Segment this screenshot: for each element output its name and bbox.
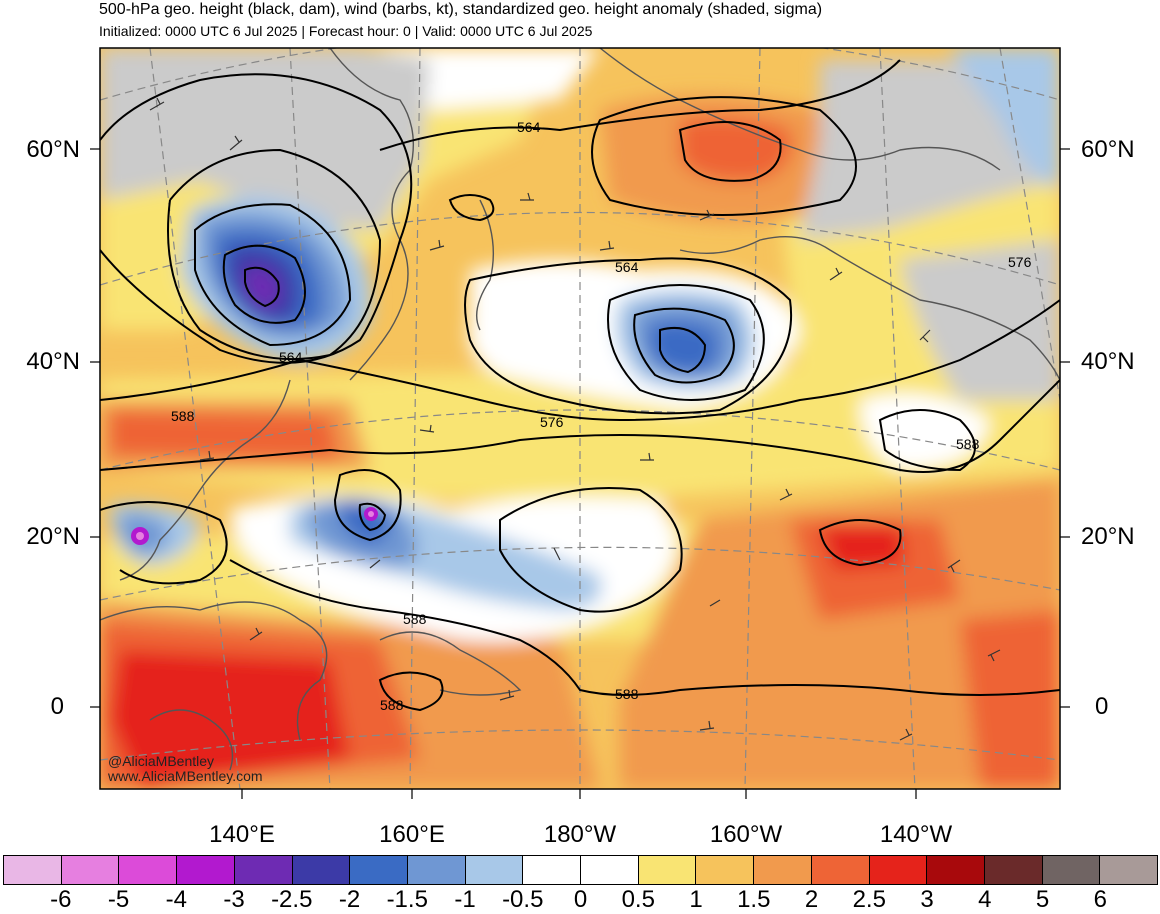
colorbar-swatch — [177, 856, 235, 884]
colorbar-label: 0.5 — [621, 886, 655, 913]
colorbar-label: -3 — [223, 886, 245, 913]
colorbar-swatch — [696, 856, 755, 884]
colorbar-swatch — [119, 856, 178, 884]
height-contours — [100, 59, 1060, 712]
contour-label: 588 — [615, 686, 639, 702]
colorbar-label: -6 — [50, 886, 72, 913]
lon-label-160e: 160°E — [379, 821, 445, 848]
colorbar-swatch — [1042, 856, 1101, 884]
map-title: 500-hPa geo. height (black, dam), wind (… — [99, 1, 823, 18]
colorbar-swatch — [1100, 856, 1158, 884]
lon-label-180w: 180°W — [543, 821, 617, 848]
colorbar-label: 3 — [920, 886, 934, 913]
credit-site: www.AliciaMBentley.com — [108, 768, 263, 784]
lon-label-160w: 160°W — [709, 821, 783, 848]
colorbar-label: 4 — [978, 886, 992, 913]
lat-label-left-60n: 60°N — [26, 136, 80, 163]
contour-label: 588 — [956, 436, 980, 452]
colorbar-swatch — [984, 856, 1043, 884]
colorbar-swatch — [4, 856, 62, 884]
colorbar-swatch — [407, 856, 466, 884]
colorbar-swatch — [927, 856, 985, 884]
lat-label-left-0: 0 — [50, 693, 64, 720]
colorbar-swatch — [869, 856, 928, 884]
coastlines — [100, 48, 1060, 771]
colorbar-label: -5 — [107, 886, 130, 913]
colorbar-swatch — [811, 856, 870, 884]
colorbar-swatch — [465, 856, 524, 884]
contour-label: 588 — [171, 408, 195, 424]
colorbar-label: -4 — [165, 886, 187, 913]
lon-label-140e: 140°E — [209, 821, 275, 848]
colorbar-swatch — [61, 856, 120, 884]
colorbar-swatch — [350, 856, 408, 884]
colorbar-label: 1 — [689, 886, 703, 913]
contour-label: 564 — [279, 349, 303, 365]
contour-label: 576 — [1008, 254, 1032, 270]
shaded-anomaly-field — [100, 48, 1060, 789]
colorbar-label: 2 — [804, 886, 819, 913]
colorbar-label: 1.5 — [737, 886, 771, 913]
lat-label-right-60n: 60°N — [1081, 136, 1135, 163]
colorbar-swatch — [638, 856, 697, 884]
lat-label-right-40n: 40°N — [1081, 348, 1135, 375]
lat-label-right-0: 0 — [1095, 693, 1109, 720]
colorbar-swatch — [234, 856, 293, 884]
colorbar-label: -1.5 — [386, 886, 428, 913]
colorbar-swatch — [292, 856, 351, 884]
axis-ticks — [90, 148, 1070, 799]
colorbar-label: 5 — [1035, 886, 1050, 913]
colorbar-label: -1 — [454, 886, 476, 913]
colorbar-label: -2.5 — [271, 886, 313, 913]
graticule — [100, 48, 1060, 789]
lat-label-left-20n: 20°N — [26, 523, 80, 550]
colorbar-label: 2.5 — [852, 886, 886, 913]
map-subtitle: Initialized: 0000 UTC 6 Jul 2025 | Forec… — [99, 23, 593, 39]
colorbar — [3, 855, 1158, 885]
colorbar-label: 6 — [1093, 886, 1107, 913]
contour-label: 588 — [380, 697, 404, 713]
contour-label: 588 — [403, 611, 427, 627]
colorbar-swatch — [754, 856, 812, 884]
contour-label: 564 — [517, 119, 541, 135]
wind-barbs — [149, 97, 1001, 741]
colorbar-label: 0 — [573, 886, 588, 913]
lat-label-right-20n: 20°N — [1081, 523, 1135, 550]
colorbar-label: -2 — [338, 886, 361, 913]
lon-label-140w: 140°W — [879, 821, 953, 848]
colorbar-label: -0.5 — [502, 886, 544, 913]
contour-labels: 564 564 564 576 576 588 588 588 588 588 — [171, 119, 1032, 713]
contour-label: 576 — [540, 414, 564, 430]
colorbar-swatch — [523, 856, 582, 884]
lat-label-left-40n: 40°N — [26, 348, 80, 375]
contour-label: 564 — [615, 259, 639, 275]
credit-handle: @AliciaMBentley — [108, 753, 215, 769]
colorbar-swatch — [581, 856, 639, 884]
